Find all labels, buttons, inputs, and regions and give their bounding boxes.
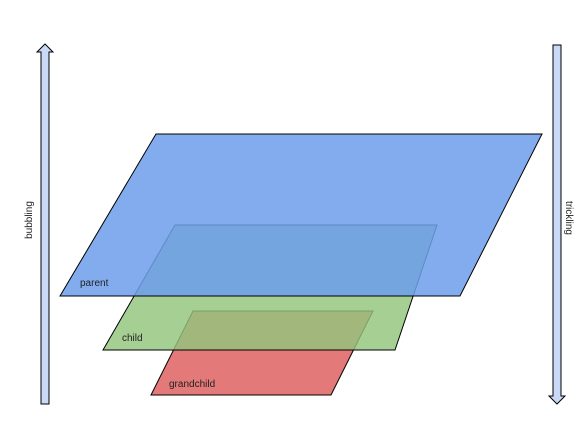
bubbling-arrow [35, 43, 55, 405]
bubbling-label: bubbling [24, 201, 35, 239]
child-label: child [122, 333, 143, 344]
parent-layer [59, 133, 543, 297]
trickling-arrow [547, 44, 567, 405]
trickling-label: trickling [563, 201, 574, 235]
grandchild-label: grandchild [169, 379, 215, 390]
parent-label: parent [80, 278, 109, 289]
